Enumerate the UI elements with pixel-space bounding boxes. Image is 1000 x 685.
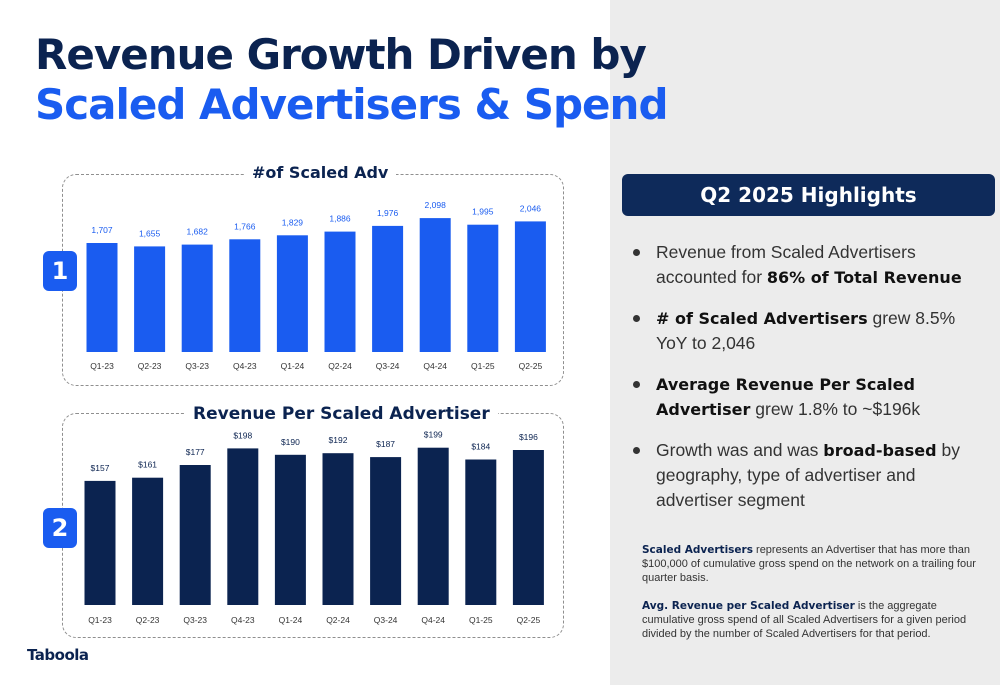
bar [227,448,259,605]
page-title-line-1: Revenue Growth Driven by [35,30,647,79]
bar [276,235,308,352]
page-title: Revenue Growth Driven by Scaled Advertis… [35,30,669,130]
definition-note-scaled-advertisers: Scaled Advertisers represents an Adverti… [642,543,977,585]
bar [229,239,261,352]
data-label: $198 [233,430,252,440]
data-label: 1,829 [282,217,304,227]
highlight-item: Growth was and was broad-based by geogra… [630,438,990,513]
bar [417,447,449,605]
data-label: $161 [138,460,157,470]
data-label: $184 [471,442,490,452]
data-label: 1,995 [472,207,494,217]
highlight-text: Growth was and was [656,440,824,460]
bar [514,221,546,352]
bar [179,465,211,605]
bar [372,225,404,352]
note-term: Scaled Advertisers [642,544,753,556]
revenue-per-adv-chart: $157 Q1-23 $161 Q2-23 $177 Q3-23 $198 Q4-23 $190… [84,430,544,625]
x-tick-label: Q2-24 [328,361,352,371]
x-tick-label: Q3-24 [376,361,400,371]
data-label: $199 [424,430,443,440]
bar [512,450,544,605]
data-label: $177 [186,447,205,457]
chart-1-badge: 1 [43,251,77,291]
data-label: 1,707 [91,225,113,235]
data-label: $187 [376,439,395,449]
highlight-text: by geography, type of advertiser and adv… [656,440,960,510]
x-tick-label: Q2-25 [519,361,543,371]
x-tick-label: Q2-25 [517,615,541,625]
x-tick-label: Q2-24 [326,615,350,625]
highlight-bold: 86% of Total Revenue [766,268,962,287]
revenue-per-adv-chart-title: Revenue Per Scaled Advertiser [185,404,498,424]
x-tick-label: Q4-23 [231,615,255,625]
data-label: $157 [91,463,110,473]
bar [465,459,497,605]
highlight-item: Average Revenue Per Scaled Advertiser gr… [630,372,990,422]
x-tick-label: Q4-24 [423,361,447,371]
definition-note-avg-revenue: Avg. Revenue per Scaled Advertiser is th… [642,599,977,641]
x-tick-label: Q1-25 [469,615,493,625]
x-tick-label: Q1-25 [471,361,495,371]
highlight-text: grew 1.8% to ~$196k [750,399,921,419]
highlight-bold: # of Scaled Advertisers [656,309,868,328]
bullet-icon [633,249,640,256]
x-tick-label: Q1-23 [88,615,112,625]
bar [370,457,402,605]
highlights-panel [610,0,1000,685]
data-label: $196 [519,432,538,442]
x-tick-label: Q4-24 [421,615,445,625]
bar [181,244,213,352]
highlight-text: Revenue from Scaled Advertisers accounte… [656,242,916,287]
bar [419,218,451,352]
bar [134,246,166,352]
bullet-icon [633,447,640,454]
x-tick-label: Q1-24 [279,615,303,625]
data-label: $190 [281,437,300,447]
bar [86,243,118,352]
data-label: 1,886 [329,214,351,224]
x-tick-label: Q4-23 [233,361,257,371]
data-label: $192 [329,435,348,445]
x-tick-label: Q3-23 [185,361,209,371]
highlights-header: Q2 2025 Highlights [622,174,995,216]
highlight-bold: Average Revenue Per Scaled Advertiser [656,375,915,419]
highlights-list: Revenue from Scaled Advertisers accounte… [630,240,990,529]
bar [84,480,116,605]
x-tick-label: Q2-23 [138,361,162,371]
note-term: Avg. Revenue per Scaled Advertiser [642,600,855,612]
x-tick-label: Q1-24 [281,361,305,371]
highlight-item: Revenue from Scaled Advertisers accounte… [630,240,990,290]
bullet-icon [633,381,640,388]
taboola-logo: Taboola [27,646,89,664]
scaled-adv-chart: 1,707 Q1-23 1,655 Q2-23 1,682 Q3-23 1,766 Q4-23… [86,200,546,371]
data-label: 1,682 [187,227,209,237]
bar [322,453,354,605]
data-label: 2,046 [520,203,542,213]
highlight-item: # of Scaled Advertisers grew 8.5% YoY to… [630,306,990,356]
highlight-text: grew 8.5% YoY to 2,046 [656,308,956,353]
note-text: represents an Advertiser that has more t… [642,544,976,584]
scaled-adv-chart-title: #of Scaled Adv [244,163,397,182]
page-title-line-2: Scaled Advertisers & Spend [35,80,669,129]
x-tick-label: Q2-23 [136,615,160,625]
chart-2-badge: 2 [43,508,77,548]
x-tick-label: Q3-24 [374,615,398,625]
bullet-icon [633,315,640,322]
bar [467,224,499,352]
highlight-bold: broad-based [823,441,937,460]
data-label: 1,976 [377,208,399,218]
bar [324,231,356,352]
x-tick-label: Q3-23 [183,615,207,625]
data-label: 1,655 [139,228,161,238]
x-tick-label: Q1-23 [90,361,114,371]
bar [132,477,164,605]
data-label: 1,766 [234,221,256,231]
note-text: is the aggregate cumulative gross spend … [642,600,967,640]
bar [274,454,306,605]
bar-charts: 1,707 Q1-23 1,655 Q2-23 1,682 Q3-23 1,766 Q4-23… [84,200,546,625]
data-label: 2,098 [425,200,447,210]
